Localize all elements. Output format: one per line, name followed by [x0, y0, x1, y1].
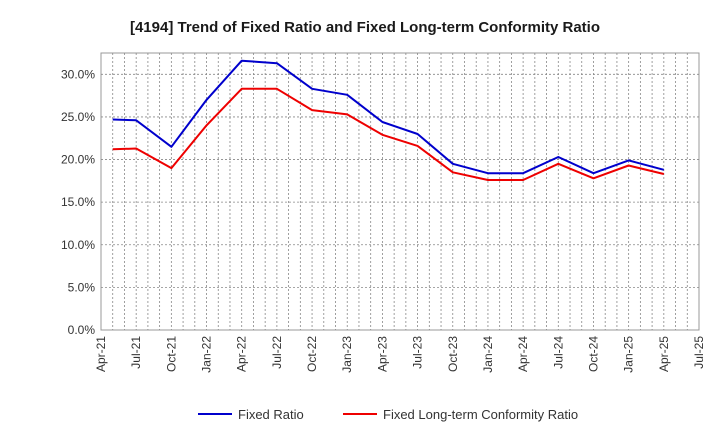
y-tick-label: 5.0%	[68, 280, 96, 294]
x-tick: Jan-25	[622, 336, 636, 373]
x-tick: Jul-23	[411, 336, 425, 369]
x-tick-label: Jan-25	[622, 336, 636, 373]
x-tick: Apr-22	[235, 336, 249, 372]
legend: Fixed Ratio Fixed Long-term Conformity Ra…	[198, 407, 578, 422]
x-tick-label: Jan-23	[340, 336, 354, 373]
x-tick: Oct-24	[586, 336, 600, 372]
x-tick: Jan-24	[481, 336, 495, 373]
x-tick: Apr-25	[657, 336, 671, 372]
x-tick: Jan-23	[340, 336, 354, 373]
legend-label-2: Fixed Long-term Conformity Ratio	[383, 407, 578, 422]
x-tick-label: Apr-25	[657, 336, 671, 372]
x-tick-label: Oct-24	[586, 336, 600, 372]
x-tick-label: Oct-22	[305, 336, 319, 372]
x-tick: Oct-23	[446, 336, 460, 372]
x-tick: Oct-22	[305, 336, 319, 372]
x-tick-label: Jul-25	[692, 336, 706, 369]
series-lines	[112, 59, 665, 181]
chart-title: [4194] Trend of Fixed Ratio and Fixed Lo…	[130, 19, 600, 36]
y-tick-label: 20.0%	[61, 153, 95, 167]
x-tick-label: Jul-21	[129, 336, 143, 369]
x-tick-label: Apr-23	[375, 336, 389, 372]
legend-label-1: Fixed Ratio	[238, 407, 304, 422]
x-tick-label: Oct-21	[164, 336, 178, 372]
x-tick: Jul-22	[270, 336, 284, 369]
y-tick-label: 30.0%	[61, 67, 95, 81]
y-tick-label: 25.0%	[61, 110, 95, 124]
x-tick-label: Jul-22	[270, 336, 284, 369]
x-tick: Jul-24	[551, 336, 565, 369]
series-line-1	[112, 59, 665, 175]
series-line-2	[112, 87, 665, 181]
x-axis-ticks: Apr-21 Jul-21 Oct-21 Jan-22 Apr-22 Jul-22 Oct-…	[94, 336, 706, 373]
x-tick-label: Jul-24	[551, 336, 565, 369]
x-tick: Apr-23	[375, 336, 389, 372]
y-tick-label: 15.0%	[61, 195, 95, 209]
x-tick: Oct-21	[164, 336, 178, 372]
x-tick: Jan-22	[200, 336, 214, 373]
x-tick-label: Apr-22	[235, 336, 249, 372]
y-axis-ticks: 0.0% 5.0% 10.0% 15.0% 20.0% 25.0% 30.0%	[61, 67, 95, 337]
x-tick-label: Jan-24	[481, 336, 495, 373]
plot-area	[100, 52, 700, 331]
y-tick-label: 0.0%	[68, 323, 96, 337]
x-tick: Jul-25	[692, 336, 706, 369]
x-tick-label: Oct-23	[446, 336, 460, 372]
x-tick-label: Apr-21	[94, 336, 108, 372]
x-tick-label: Apr-24	[516, 336, 530, 372]
x-tick-label: Jul-23	[411, 336, 425, 369]
x-tick: Apr-24	[516, 336, 530, 372]
x-tick-label: Jan-22	[200, 336, 214, 373]
x-tick: Jul-21	[129, 336, 143, 369]
y-tick-label: 10.0%	[61, 238, 95, 252]
x-tick: Apr-21	[94, 336, 108, 372]
